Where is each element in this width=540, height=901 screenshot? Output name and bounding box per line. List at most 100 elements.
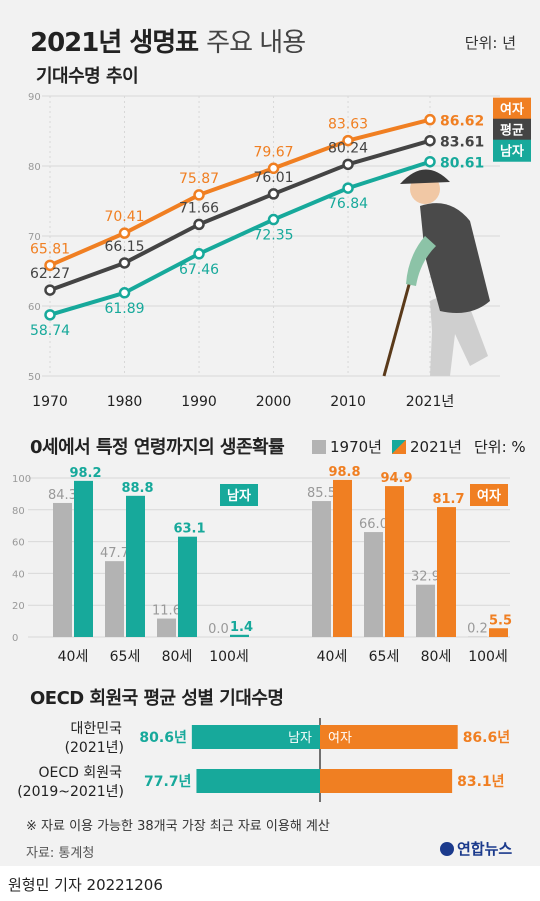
footnote: ※ 자료 이용 가능한 38개국 가장 최근 자료 이용해 계산 [26, 819, 330, 834]
x-tick-label: 2000 [256, 394, 292, 410]
page-title: 2021년 생명표 주요 내용 [30, 22, 306, 59]
data-label: 71.66 [179, 200, 219, 216]
bar-2021 [126, 495, 145, 637]
data-label: 66.15 [104, 239, 144, 255]
bar-label-2021: 81.7 [432, 492, 464, 507]
data-label: 76.84 [328, 196, 368, 212]
source-label: 자료: 통계청 [26, 846, 95, 861]
y-tick-label: 90 [28, 92, 41, 103]
female-value-label: 83.1년 [457, 774, 504, 790]
bar-label-2021: 98.2 [69, 466, 101, 481]
bar-label-1970: 47.7 [100, 546, 129, 561]
bar-1970 [53, 502, 72, 637]
group-tag-label: 여자 [477, 488, 501, 504]
data-label: 67.46 [179, 262, 219, 278]
data-label: 86.62 [440, 114, 484, 130]
brand-logo: 연합뉴스 [440, 838, 512, 859]
oecd-chart-title: OECD 회원국 평균 성별 기대수명 [30, 688, 284, 709]
legend-label-1970: 1970년 [330, 438, 382, 456]
x-tick-label: 1990 [181, 394, 217, 410]
x-tick-label: 1970 [32, 394, 68, 410]
data-label: 83.63 [328, 117, 368, 133]
bar-1970 [364, 532, 383, 637]
legend-swatch-1970 [312, 439, 326, 454]
data-label: 62.27 [30, 266, 70, 282]
y-tick-label: 20 [12, 601, 25, 612]
y-tick-label: 50 [28, 372, 41, 383]
data-label: 75.87 [179, 171, 219, 187]
series-tag-bg [493, 97, 531, 120]
data-point [44, 259, 56, 272]
data-point [118, 227, 131, 239]
data-point [424, 134, 436, 147]
title-main: 2021년 생명표 [30, 28, 199, 58]
data-point [267, 213, 280, 226]
male-value-label: 80.6년 [139, 730, 186, 746]
bar-label-2021: 94.9 [380, 471, 412, 486]
life-expectancy-line-chart: 50 60 70 80 90 1970 1980 1990 2000 2010 2021년 65.81… [28, 92, 531, 410]
bar-1970 [416, 584, 435, 637]
bar-label-1970: 84.3 [48, 488, 77, 503]
bar-2021 [385, 486, 404, 637]
y-tick-label: 80 [12, 506, 25, 517]
bar-2021 [489, 628, 508, 637]
category-label: 80세 [162, 649, 193, 665]
category-label: 40세 [58, 649, 89, 665]
bar-2021 [437, 507, 456, 637]
data-label: 72.35 [253, 228, 293, 244]
line-chart-title: 기대수명 추이 [36, 66, 139, 87]
bar-2021 [333, 479, 352, 637]
bar-label-1970: 32.9 [411, 570, 440, 585]
data-label: 80.24 [328, 140, 368, 156]
series-line-여자 [49, 117, 431, 268]
data-point [424, 155, 436, 168]
country-period: (2021년) [65, 740, 124, 756]
series-tag-label: 남자 [500, 144, 524, 160]
country-name: 대한민국 [70, 721, 122, 737]
bar-unit-label: 단위: % [473, 438, 526, 456]
group-tag-bg [220, 484, 258, 506]
figure-legs [430, 297, 488, 376]
y-tick-label: 80 [28, 162, 41, 173]
bar-label-2021: 1.4 [230, 620, 253, 635]
male-inbar-label: 남자 [288, 731, 312, 746]
group-tag-label: 남자 [227, 488, 251, 504]
bar-chart-title: 0세에서 특정 연령까지의 생존확률 [30, 437, 285, 458]
data-point [424, 113, 436, 126]
data-label: 80.61 [440, 156, 484, 172]
y-tick-label: 60 [12, 538, 25, 549]
data-point [193, 189, 205, 201]
y-tick-label: 70 [28, 232, 41, 243]
country-period: (2019~2021년) [17, 784, 124, 800]
series-tag-label: 평균 [500, 123, 524, 139]
data-label: 83.61 [440, 135, 484, 151]
data-label: 70.41 [104, 209, 144, 225]
series-tag-bg [493, 118, 531, 141]
infographic-card [0, 0, 540, 866]
data-point [342, 182, 354, 194]
series-line-평균 [49, 138, 431, 292]
legend-label-2021: 2021년 [409, 438, 462, 456]
bar-male [196, 769, 320, 793]
data-label: 79.67 [253, 144, 293, 160]
data-point [267, 162, 280, 175]
female-inbar-label: 여자 [328, 731, 352, 746]
category-label: 100세 [209, 649, 249, 665]
data-label: 61.89 [104, 301, 144, 317]
data-point [267, 188, 280, 200]
category-label: 40세 [317, 649, 348, 665]
country-name: OECD 회원국 [38, 765, 122, 781]
category-label: 80세 [421, 649, 452, 665]
brand-icon [440, 842, 454, 856]
group-tag-bg [470, 484, 508, 506]
unit-label: 단위: 년 [464, 34, 516, 52]
data-point [342, 134, 354, 147]
series-tag-bg [493, 139, 531, 162]
female-value-label: 86.6년 [463, 730, 510, 746]
data-point [118, 287, 131, 299]
data-point [193, 218, 205, 231]
data-point [118, 257, 131, 269]
bar-2021 [74, 480, 93, 637]
title-sub: 주요 내용 [206, 28, 306, 58]
bar-label-1970: 85.5 [307, 486, 336, 501]
